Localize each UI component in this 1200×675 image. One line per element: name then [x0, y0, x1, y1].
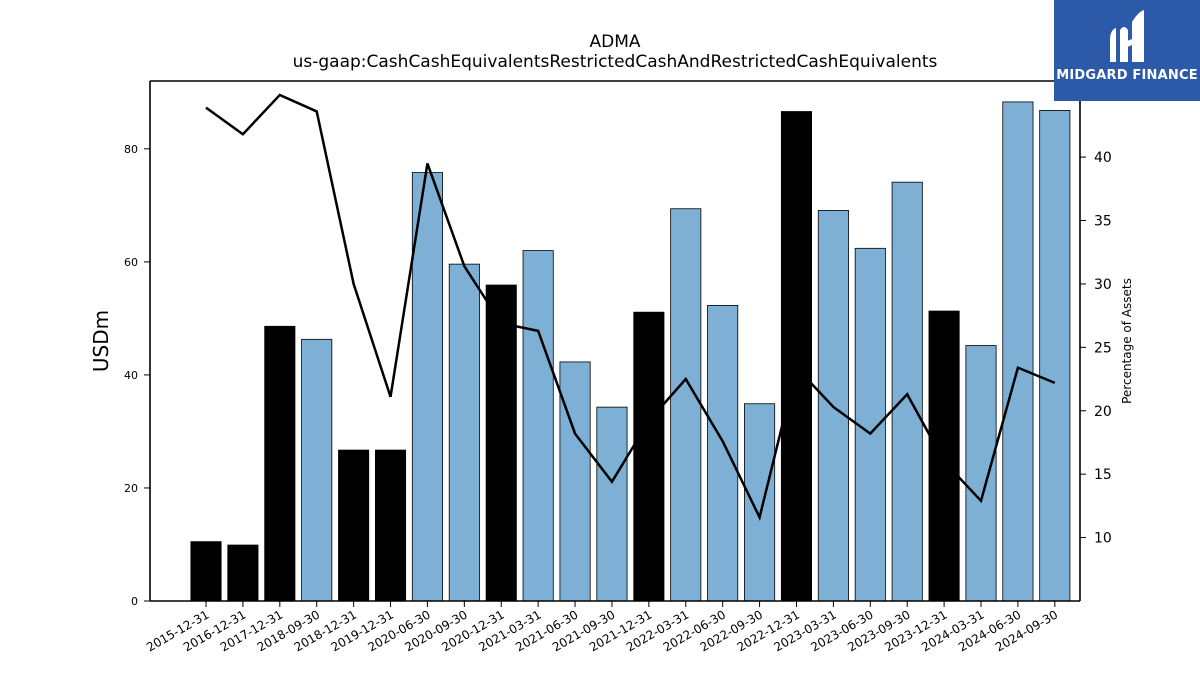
y-tick-label: 60	[124, 256, 138, 269]
y2-tick-label: 15	[1094, 467, 1112, 483]
y2-axis-label: Percentage of Assets	[1120, 278, 1134, 404]
bar	[264, 325, 296, 602]
y-axis-label: USDm	[89, 310, 113, 372]
bar	[780, 111, 813, 602]
chart-subtitle: us-gaap:CashCashEquivalentsRestrictedCas…	[292, 52, 938, 72]
bar	[374, 449, 407, 602]
bar	[411, 172, 443, 602]
bar	[227, 544, 259, 602]
y-tick-label: 40	[124, 369, 138, 382]
y-tick-label: 20	[124, 482, 138, 495]
bar	[301, 338, 333, 602]
y-tick-label: 0	[131, 595, 138, 608]
bar	[1002, 101, 1034, 602]
bar	[485, 284, 517, 602]
bar	[633, 311, 665, 602]
bar	[744, 403, 776, 602]
y2-tick-label: 10	[1094, 531, 1112, 547]
y2-tick-label: 40	[1094, 150, 1112, 166]
chart-title: ADMA	[589, 32, 641, 52]
bar	[596, 406, 628, 602]
bar	[190, 541, 222, 602]
y-tick-label: 80	[124, 143, 138, 156]
bar	[1039, 109, 1071, 602]
midgard-finance-logo: MIDGARD FINANCE	[1054, 0, 1200, 101]
y2-tick-label: 35	[1094, 214, 1112, 230]
midgard-finance-logo-icon	[1110, 10, 1144, 62]
bar	[965, 345, 997, 602]
y2-tick-label: 20	[1094, 404, 1112, 420]
bar	[448, 263, 480, 602]
y2-tick-label: 30	[1094, 277, 1112, 293]
bar	[707, 304, 739, 602]
bar	[522, 250, 554, 602]
y2-tick-label: 25	[1094, 340, 1112, 356]
bar	[670, 208, 702, 602]
logo-text: MIDGARD FINANCE	[1056, 68, 1198, 83]
bar	[559, 361, 591, 602]
bar	[891, 181, 923, 602]
bar	[928, 310, 960, 602]
bar	[338, 449, 370, 602]
percentage-of-assets-line	[205, 93, 1056, 521]
